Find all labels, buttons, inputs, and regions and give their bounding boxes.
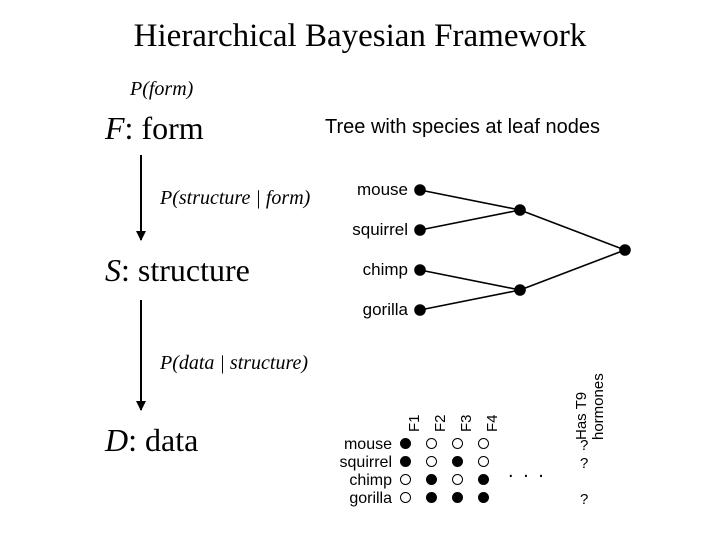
matrix-cell xyxy=(400,474,411,485)
page-title: Hierarchical Bayesian Framework xyxy=(0,18,720,55)
tree-caption: Tree with species at leaf nodes xyxy=(325,116,600,139)
matrix-cell xyxy=(478,456,489,467)
row-label-squirrel: squirrel xyxy=(320,454,392,472)
col-header-f2: F2 xyxy=(432,414,449,432)
matrix-cell xyxy=(478,474,489,485)
arrow-form-to-structure xyxy=(140,155,142,240)
level-structure: S: structure xyxy=(105,252,250,289)
matrix-cell xyxy=(452,474,463,485)
col-header-f1: F1 xyxy=(406,414,423,432)
matrix-cell xyxy=(452,456,463,467)
qmark-squirrel: ? xyxy=(580,455,588,472)
matrix-cell xyxy=(452,492,463,503)
prior-form-label: P(form) xyxy=(130,78,193,101)
col-header-has-t9: Has T9hormones xyxy=(574,373,607,440)
matrix-cell xyxy=(426,456,437,467)
matrix-ellipsis: . . . xyxy=(508,460,546,483)
matrix-cell xyxy=(426,474,437,485)
col-header-f4: F4 xyxy=(484,414,501,432)
matrix-cell xyxy=(400,438,411,449)
matrix-cell xyxy=(400,456,411,467)
qmark-gorilla: ? xyxy=(580,491,588,508)
qmark-mouse: ? xyxy=(580,437,588,454)
matrix-cell xyxy=(452,438,463,449)
row-label-chimp: chimp xyxy=(320,472,392,490)
level-data: D: data xyxy=(105,422,198,459)
level-form: F: form xyxy=(105,110,204,147)
likelihood-structure-label: P(structure | form) xyxy=(160,187,310,210)
col-header-f3: F3 xyxy=(458,414,475,432)
tree-diagram xyxy=(350,170,670,320)
likelihood-data-label: P(data | structure) xyxy=(160,352,308,375)
matrix-cell xyxy=(426,438,437,449)
matrix-cell xyxy=(426,492,437,503)
matrix-cell xyxy=(400,492,411,503)
row-label-mouse: mouse xyxy=(320,436,392,454)
arrow-structure-to-data xyxy=(140,300,142,410)
data-matrix: F1 F2 F3 F4 Has T9hormones mouse squirre… xyxy=(320,380,675,510)
row-label-gorilla: gorilla xyxy=(320,490,392,508)
matrix-cell xyxy=(478,438,489,449)
matrix-cell xyxy=(478,492,489,503)
